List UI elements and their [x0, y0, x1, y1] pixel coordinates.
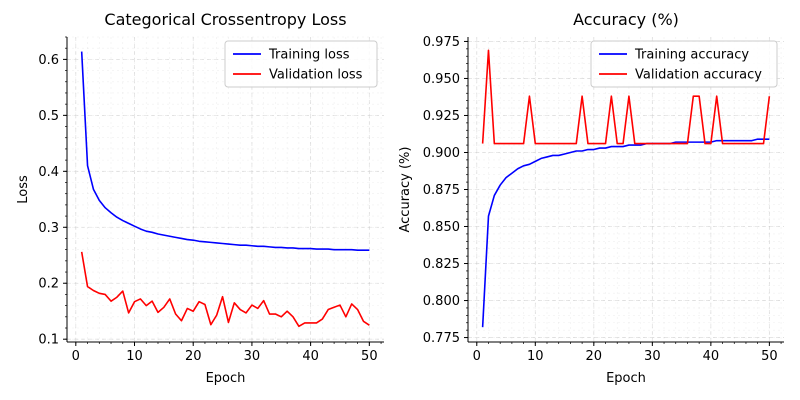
loss-x-tick-label: 0: [72, 349, 80, 364]
accuracy-legend-label-validation: Validation accuracy: [635, 68, 762, 83]
accuracy-x-tick-label: 20: [586, 349, 603, 364]
accuracy-series-validation-line: [481, 49, 771, 145]
loss-chart-ylabel: Loss: [16, 175, 31, 204]
accuracy-x-tick-label: 30: [644, 349, 661, 364]
loss-grid: [67, 36, 384, 342]
loss-y-tick-label: 0.4: [38, 165, 59, 180]
accuracy-legend-label-training: Training accuracy: [634, 48, 749, 63]
accuracy-y-tick-label: 0.850: [423, 220, 460, 235]
accuracy-y-tick-label: 0.775: [423, 331, 460, 346]
loss-chart-title: Categorical Crossentropy Loss: [104, 10, 346, 29]
accuracy-legend: [590, 40, 778, 88]
accuracy-y-tick-label: 0.900: [423, 146, 460, 161]
loss-chart-xlabel: Epoch: [206, 371, 246, 386]
accuracy-x-tick-label: 10: [527, 349, 544, 364]
loss-x-tick-label: 40: [302, 349, 319, 364]
accuracy-y-tick-label: 0.950: [423, 72, 460, 87]
loss-legend-label-training: Training loss: [268, 48, 350, 63]
loss-series-validation-line: [80, 251, 370, 328]
loss-x-tick-label: 50: [361, 349, 378, 364]
accuracy-y-tick-label: 0.825: [423, 257, 460, 272]
loss-legend-label-validation: Validation loss: [269, 68, 363, 83]
loss-legend: [224, 40, 378, 88]
loss-y-tick-label: 0.1: [38, 333, 59, 348]
loss-y-tick-label: 0.3: [38, 221, 59, 236]
accuracy-chart: Accuracy (%) Epoch Accuracy (%) 0 10 20 30 4…: [398, 10, 784, 386]
accuracy-x-tick-label: 40: [703, 349, 720, 364]
loss-y-tick-label: 0.2: [38, 277, 59, 292]
accuracy-y-tick-label: 0.800: [423, 294, 460, 309]
accuracy-y-tick-label: 0.875: [423, 183, 460, 198]
loss-chart: Categorical Crossentropy Loss Epoch Loss…: [16, 10, 384, 386]
accuracy-y-tick-label: 0.975: [423, 35, 460, 50]
loss-y-tick-label: 0.5: [38, 109, 59, 124]
accuracy-y-tick-label: 0.925: [423, 109, 460, 124]
accuracy-grid: [468, 37, 784, 342]
accuracy-chart-title: Accuracy (%): [573, 10, 679, 29]
accuracy-x-tick-label: 50: [761, 349, 778, 364]
loss-x-tick-label: 30: [244, 349, 261, 364]
loss-series-training-line: [80, 51, 370, 252]
loss-y-tick-label: 0.6: [38, 53, 59, 68]
accuracy-series-training-line: [481, 138, 770, 328]
accuracy-chart-xlabel: Epoch: [606, 371, 646, 386]
accuracy-x-tick-label: 0: [473, 349, 481, 364]
loss-x-tick-label: 20: [185, 349, 202, 364]
loss-x-tick-label: 10: [126, 349, 143, 364]
accuracy-chart-ylabel: Accuracy (%): [398, 147, 413, 233]
